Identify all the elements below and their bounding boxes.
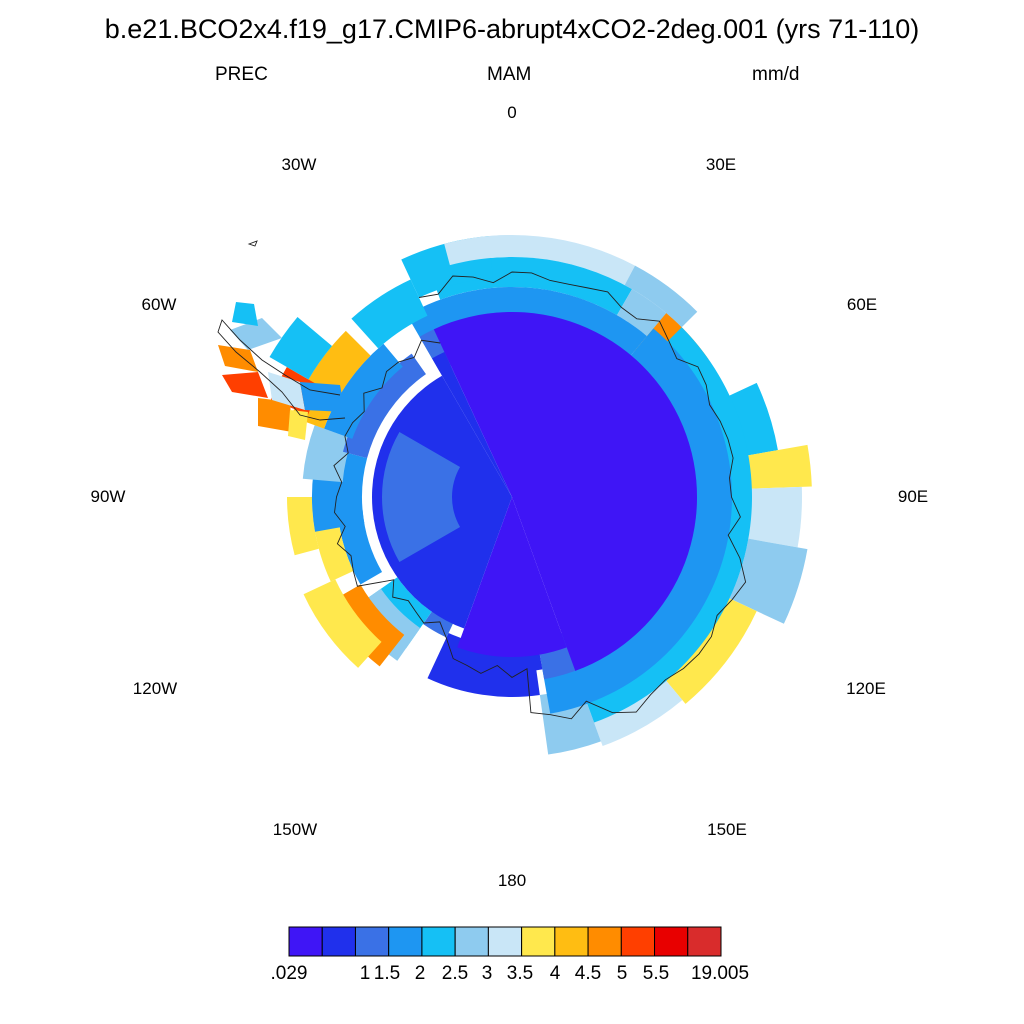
colorbar-label: 5 [616, 963, 628, 984]
precip-cell [303, 579, 382, 668]
precip-cells [218, 235, 812, 755]
precip-cell [444, 235, 512, 266]
colorbar-label: 2.5 [441, 963, 469, 984]
island-outline [247, 240, 258, 247]
units-label: mm/d [752, 64, 800, 85]
lon-label-120w: 120W [132, 679, 178, 698]
colorbar-label: .029 [270, 963, 308, 984]
precip-cell [382, 432, 461, 562]
colorbar-box [321, 926, 356, 957]
precip-cell [324, 343, 403, 439]
precip-cell [729, 538, 808, 624]
antarctic-coastline [333, 271, 747, 720]
colorbar-label: 3.5 [506, 963, 534, 984]
colorbar-label: 2 [414, 963, 426, 984]
colorbar-box [521, 926, 556, 957]
precip-cell [258, 398, 292, 432]
precip-cell [489, 235, 636, 286]
lon-label-60w: 60W [141, 295, 177, 314]
precip-cell [432, 351, 512, 497]
colorbar-box [654, 926, 689, 957]
colorbar-box [421, 926, 456, 957]
colorbar-box [454, 926, 489, 957]
lon-label-0: 0 [507, 103, 517, 122]
precip-cell [300, 382, 345, 412]
precip-cell [337, 510, 383, 585]
lon-label-60e: 60E [846, 295, 878, 314]
precip-cell [288, 410, 308, 440]
colorbar-label: 5.5 [642, 963, 670, 984]
precip-cell [218, 345, 258, 372]
lon-label-150w: 150W [272, 820, 318, 839]
season-label: MAM [487, 64, 532, 85]
colorbar-label: 1.5 [373, 963, 401, 984]
colorbar-label: 4.5 [574, 963, 602, 984]
colorbar-label: 4 [549, 963, 561, 984]
precip-cell [287, 497, 319, 556]
precip-cell [351, 279, 428, 349]
colorbar-label: 19.005 [690, 963, 750, 984]
colorbar-box [354, 926, 390, 957]
peninsula-coastline [217, 319, 346, 421]
lon-label-120e: 120E [846, 679, 886, 698]
precip-cell [433, 312, 697, 671]
lon-label-30w: 30W [281, 155, 317, 174]
colorbar-box [687, 926, 722, 957]
precip-cell [230, 318, 282, 350]
coastline [217, 240, 747, 720]
precip-cell [541, 328, 732, 714]
precip-cell [342, 353, 426, 459]
precip-cell [653, 589, 757, 704]
precip-cell [232, 302, 258, 326]
lon-label-90e: 90E [897, 487, 929, 506]
colorbar-box [587, 926, 622, 957]
colorbar-label: 3 [481, 963, 493, 984]
colorbar-label: 1 [359, 963, 371, 984]
plot-title: b.e21.BCO2x4.f19_g17.CMIP6-abrupt4xCO2-2… [104, 14, 920, 44]
colorbar-box [487, 926, 523, 957]
colorbar-box [388, 926, 423, 957]
lon-label-180: 180 [497, 871, 527, 890]
precip-cell [222, 372, 268, 398]
colorbar-box [554, 926, 589, 957]
precip-cell [457, 497, 567, 657]
colorbar-box [620, 926, 656, 957]
lon-label-150e: 150E [707, 820, 747, 839]
lon-label-30e: 30E [705, 155, 737, 174]
precip-cell [269, 317, 332, 380]
precip-cell [738, 444, 812, 489]
variable-label: PREC [215, 64, 268, 85]
precip-cell [624, 265, 698, 328]
precip-cell [313, 521, 354, 582]
lon-label-90w: 90W [90, 487, 126, 506]
precip-cell [302, 425, 353, 483]
colorbar-box [288, 926, 323, 957]
